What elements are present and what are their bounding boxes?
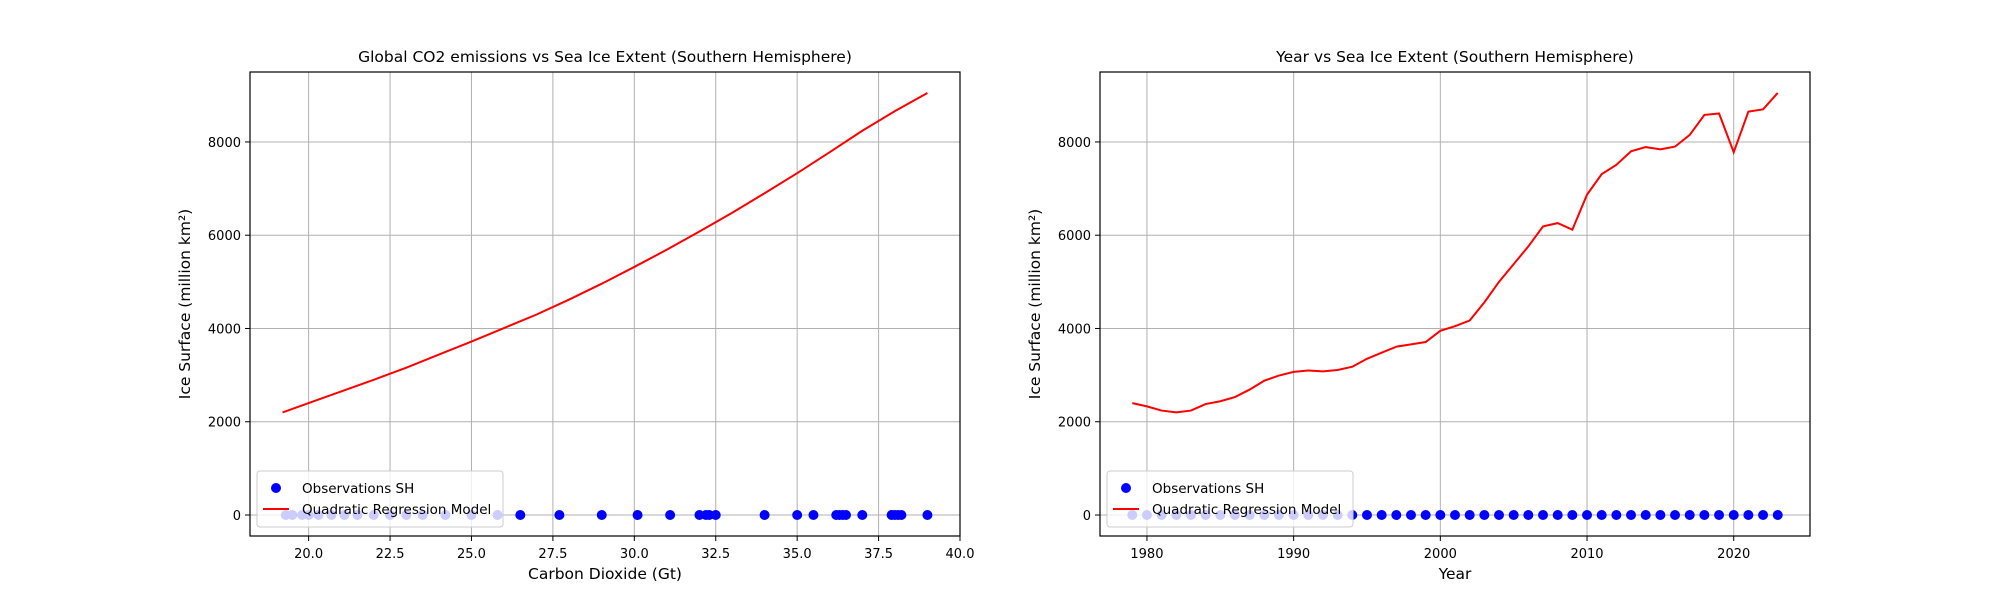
x-tick-label: 2000	[1424, 547, 1457, 562]
data-point	[1640, 510, 1651, 521]
data-point	[1743, 510, 1754, 521]
x-axis-label: Year	[1438, 565, 1472, 583]
x-tick-label: 40.0	[946, 547, 975, 562]
data-point	[665, 510, 676, 521]
line-series	[282, 92, 928, 414]
regression-line	[282, 92, 928, 414]
x-tick-label: 22.5	[376, 547, 405, 562]
data-point	[1758, 510, 1769, 521]
y-tick-label: 0	[1083, 509, 1091, 524]
data-point	[710, 510, 721, 521]
x-tick-label: 1990	[1277, 547, 1310, 562]
data-point	[1391, 510, 1402, 521]
data-point	[554, 510, 565, 521]
data-point	[1405, 510, 1416, 521]
data-point	[1508, 510, 1519, 521]
data-point	[1435, 510, 1446, 521]
data-point	[1626, 510, 1637, 521]
data-point	[1655, 510, 1666, 521]
x-tick-label: 2020	[1717, 547, 1750, 562]
data-point	[1728, 510, 1739, 521]
axes-frame	[249, 71, 961, 537]
data-point	[1611, 510, 1622, 521]
data-point	[1552, 510, 1563, 521]
x-tick-label: 37.5	[864, 547, 893, 562]
data-point	[515, 510, 526, 521]
x-tick-label: 25.0	[457, 547, 486, 562]
y-tick-label: 8000	[208, 136, 241, 151]
data-point	[1567, 510, 1578, 521]
data-point	[1538, 510, 1549, 521]
data-point	[1596, 510, 1607, 521]
chart-title: Year vs Sea Ice Extent (Southern Hemisph…	[1275, 48, 1634, 66]
legend-box	[1106, 470, 1354, 528]
y-tick-label: 4000	[208, 322, 241, 337]
y-tick-label: 0	[233, 509, 241, 524]
x-tick-label: 2010	[1570, 547, 1603, 562]
data-point	[896, 510, 907, 521]
legend-label: Quadratic Regression Model	[302, 502, 491, 518]
data-point	[1714, 510, 1725, 521]
grid	[250, 72, 961, 536]
x-tick-label: 30.0	[620, 547, 649, 562]
data-point	[1420, 510, 1431, 521]
x-tick-label: 27.5	[538, 547, 567, 562]
y-tick-label: 4000	[1058, 322, 1091, 337]
legend-label: Observations SH	[302, 481, 414, 497]
data-point	[1699, 510, 1710, 521]
data-point	[1376, 510, 1387, 521]
x-axis-label: Carbon Dioxide (Gt)	[528, 565, 682, 583]
regression-line	[1132, 92, 1779, 414]
data-point	[792, 510, 803, 521]
legend-marker-scatter	[1121, 483, 1131, 493]
data-point	[857, 510, 868, 521]
data-point	[596, 510, 607, 521]
legend-marker-scatter	[271, 483, 281, 493]
y-axis-label: Ice Surface (million km²)	[176, 209, 194, 399]
data-point	[1772, 510, 1783, 521]
data-point	[632, 510, 643, 521]
data-point	[1684, 510, 1695, 521]
legend-box	[256, 470, 504, 528]
x-tick-label: 35.0	[783, 547, 812, 562]
line-series	[1132, 92, 1779, 414]
legend: Observations SH Quadratic Regression Mode…	[256, 470, 504, 528]
data-point	[808, 510, 819, 521]
x-tick-label: 1980	[1130, 547, 1163, 562]
legend: Observations SH Quadratic Regression Mode…	[1106, 470, 1354, 528]
data-point	[1494, 510, 1505, 521]
chart-co2-vs-ice: 20.0 22.5 25.0 27.5 30.0 32.5 35.0 37.5 40.0 0 200…	[176, 48, 974, 583]
grid	[1100, 72, 1810, 536]
y-tick-label: 8000	[1058, 136, 1091, 151]
y-tick-label: 6000	[1058, 229, 1091, 244]
data-point	[1464, 510, 1475, 521]
data-point	[841, 510, 852, 521]
data-point	[1670, 510, 1681, 521]
data-point	[1479, 510, 1490, 521]
data-point	[1582, 510, 1593, 521]
y-axis-label: Ice Surface (million km²)	[1026, 209, 1044, 399]
legend-label: Quadratic Regression Model	[1152, 502, 1341, 518]
chart-title: Global CO2 emissions vs Sea Ice Extent (…	[358, 48, 852, 66]
y-tick-label: 6000	[208, 229, 241, 244]
y-tick-label: 2000	[1058, 416, 1091, 431]
axes-frame	[1099, 71, 1811, 537]
y-tick-label: 2000	[208, 416, 241, 431]
data-point	[1361, 510, 1372, 521]
data-point	[1523, 510, 1534, 521]
legend-label: Observations SH	[1152, 481, 1264, 497]
x-tick-label: 20.0	[294, 547, 323, 562]
data-point	[922, 510, 933, 521]
data-point	[1450, 510, 1460, 521]
chart-year-vs-ice: 1980 1990 2000 2010 2020 0 2000 4000 6000 8000 Yea…	[1026, 48, 1811, 583]
x-tick-label: 32.5	[701, 547, 730, 562]
data-point	[759, 510, 770, 521]
